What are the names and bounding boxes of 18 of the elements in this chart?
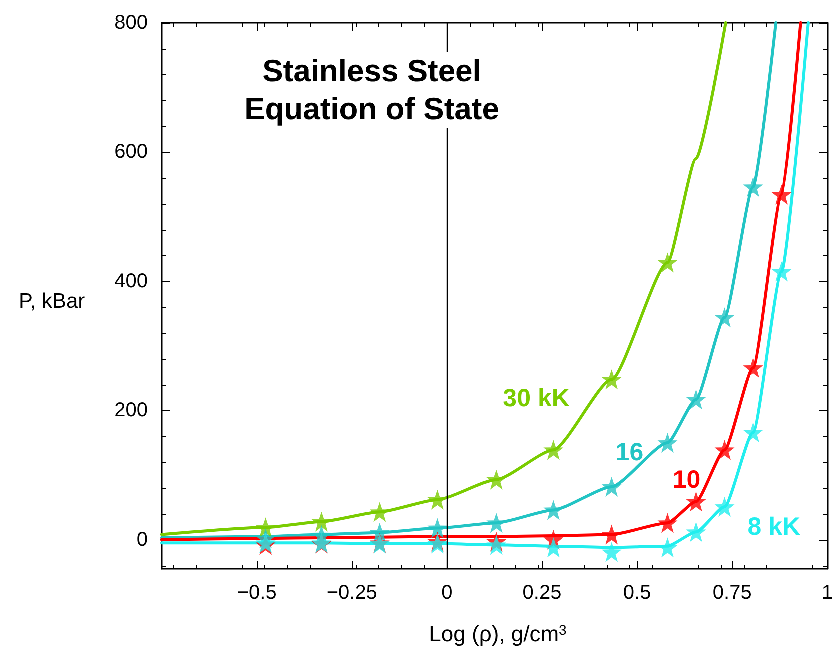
y-tick-label: 600 [114, 141, 148, 164]
x-tick-label: 1 [822, 582, 833, 604]
x-tick-label: 0 [442, 582, 453, 604]
y-tick-label: 200 [114, 400, 148, 422]
x-tick-label: 0.5 [623, 582, 652, 604]
x-tick-label: 0.25 [522, 582, 562, 604]
series-label: 10 [672, 466, 701, 494]
y-tick-label: 800 [114, 12, 148, 34]
y-tick-label: 400 [114, 270, 148, 292]
series-label: 16 [616, 438, 644, 467]
x-tick-label: −0.5 [237, 582, 277, 604]
text: Stainless Steel Equation of State [244, 54, 500, 126]
series-label: 8 kK [748, 513, 801, 541]
series-label: 30 kK [503, 384, 570, 412]
y-axis-title: P, kBar [19, 290, 86, 313]
y-tick-label: 0 [136, 528, 148, 551]
x-tick-label: −0.25 [326, 582, 378, 604]
x-tick-label: 0.75 [712, 582, 752, 604]
